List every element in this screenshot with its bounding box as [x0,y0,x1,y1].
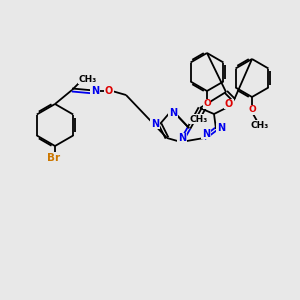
Text: CH₃: CH₃ [79,74,97,83]
Text: O: O [105,86,113,96]
Text: Br: Br [47,153,61,163]
Text: N: N [169,108,177,118]
Text: O: O [225,99,233,109]
Text: N: N [178,133,186,143]
Text: N: N [151,119,159,129]
Text: N: N [91,86,99,96]
Text: N: N [202,129,210,139]
Text: CH₃: CH₃ [251,121,269,130]
Text: O: O [203,100,211,109]
Text: O: O [248,106,256,115]
Text: N: N [217,123,225,133]
Text: CH₃: CH₃ [190,115,208,124]
